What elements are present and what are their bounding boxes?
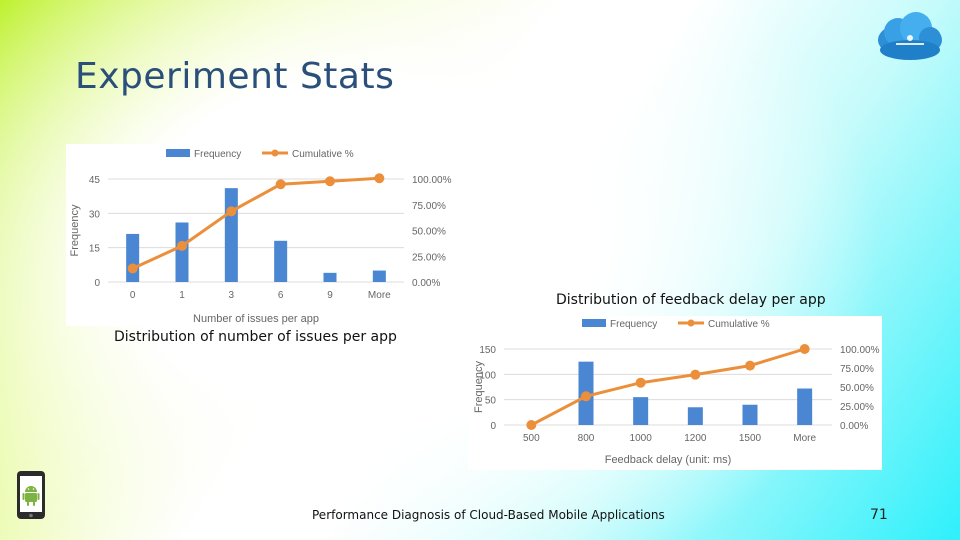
delay-distribution-chart: 0 50 100 150 0.00% 25.00% 50.00% 75.00% 100.00% 5… [473, 319, 880, 466]
x-tick-label: 1200 [684, 433, 707, 444]
android-phone-icon [17, 471, 45, 519]
cumulative-point [127, 263, 138, 274]
frequency-bar [175, 222, 189, 282]
issues-chart-panel: 0 15 30 45 0.00% 25.00% 50.00% 75.00% 100.00% 0 1 3… [66, 144, 466, 326]
frequency-bar [687, 407, 703, 425]
cumulative-point [374, 173, 385, 184]
cumulative-point [635, 377, 646, 388]
frequency-bar [633, 397, 649, 425]
x-tick-label: 500 [523, 433, 540, 444]
delay-chart-panel: 0 50 100 150 0.00% 25.00% 50.00% 75.00% 100.00% 5… [468, 316, 882, 470]
x-tick-label: 1500 [739, 433, 762, 444]
cumulative-point [226, 206, 237, 217]
issues-chart-caption: Distribution of number of issues per app [114, 329, 397, 345]
cumulative-line [132, 176, 380, 270]
y2-tick-label: 0.00% [412, 278, 440, 289]
x-tick-label: 800 [578, 433, 595, 444]
x-tick-label: 6 [278, 290, 284, 301]
frequency-bar [323, 272, 337, 282]
legend-label-cumulative: Cumulative % [292, 149, 354, 160]
footer-text: Performance Diagnosis of Cloud-Based Mob… [312, 508, 665, 522]
y-tick-label: 45 [89, 175, 101, 186]
x-axis-title: Number of issues per app [193, 313, 319, 325]
legend-marker-cumulative [271, 149, 279, 157]
x-axis-title: Feedback delay (unit: ms) [605, 454, 732, 466]
cumulative-point [526, 420, 537, 430]
legend-label-frequency: Frequency [610, 319, 657, 330]
frequency-bar [742, 404, 758, 425]
y2-tick-label: 25.00% [840, 402, 874, 413]
cumulative-line [530, 347, 806, 427]
y-tick-label: 150 [479, 345, 496, 356]
cumulative-point [177, 240, 187, 251]
cumulative-point [325, 176, 335, 187]
legend-label-cumulative: Cumulative % [708, 319, 770, 330]
y-tick-label: 0 [490, 421, 496, 432]
y2-tick-label: 0.00% [840, 421, 868, 432]
y-tick-label: 30 [89, 209, 101, 220]
cloud-logo-icon [878, 12, 942, 60]
legend-swatch-frequency [582, 319, 606, 327]
y2-tick-label: 100.00% [412, 175, 452, 186]
slide-title: Experiment Stats [75, 56, 395, 97]
cumulative-point [690, 369, 701, 380]
y2-tick-label: 25.00% [412, 252, 446, 263]
x-tick-label: More [793, 433, 816, 444]
legend-marker-cumulative [687, 319, 695, 327]
legend-swatch-frequency [166, 149, 190, 157]
y2-tick-label: 100.00% [840, 345, 880, 356]
frequency-bar [274, 240, 288, 282]
delay-chart-caption: Distribution of feedback delay per app [556, 292, 826, 308]
x-tick-label: 1 [179, 290, 185, 301]
frequency-bar [372, 270, 386, 282]
cumulative-point [745, 360, 755, 371]
y-tick-label: 0 [94, 278, 100, 289]
legend-label-frequency: Frequency [194, 149, 241, 160]
frequency-bar [797, 388, 813, 425]
y-tick-label: 50 [485, 396, 497, 407]
frequency-bar [224, 188, 238, 282]
x-tick-label: 9 [327, 290, 333, 301]
frequency-bar [126, 233, 140, 282]
cumulative-point [799, 344, 810, 354]
x-tick-label: More [368, 290, 391, 301]
x-tick-label: 1000 [630, 433, 653, 444]
y-axis-title: Frequency [69, 204, 81, 256]
y2-tick-label: 75.00% [412, 201, 446, 212]
y2-tick-label: 75.00% [840, 364, 874, 375]
y-tick-label: 15 [89, 244, 101, 255]
y2-tick-label: 50.00% [412, 227, 446, 238]
x-tick-label: 0 [130, 290, 136, 301]
y2-tick-label: 50.00% [840, 383, 874, 394]
cumulative-point [275, 179, 286, 190]
issues-distribution-chart: 0 15 30 45 0.00% 25.00% 50.00% 75.00% 100.00% 0 1 3… [69, 149, 452, 325]
page-number: 71 [870, 507, 888, 523]
cumulative-point [581, 391, 591, 402]
x-tick-label: 3 [229, 290, 235, 301]
y-tick-label: 100 [479, 370, 496, 381]
y-axis-title: Frequency [473, 361, 485, 413]
